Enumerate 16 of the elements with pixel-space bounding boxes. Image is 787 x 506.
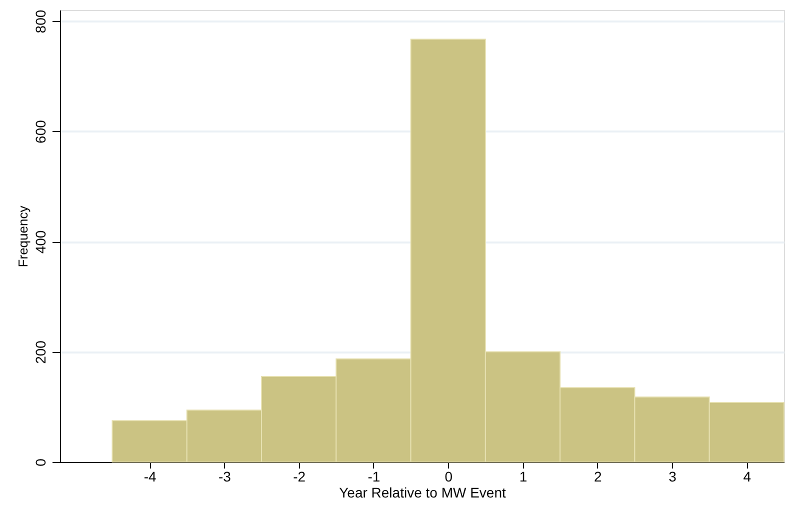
x-axis-title: Year Relative to MW Event xyxy=(339,484,506,500)
x-tick-label: 1 xyxy=(519,468,528,484)
x-tick-label: -1 xyxy=(368,468,380,484)
y-tick-label: 400 xyxy=(32,230,48,254)
x-tick-label: -4 xyxy=(144,468,157,484)
y-tick-label: 600 xyxy=(32,120,48,144)
y-tick-label: 800 xyxy=(32,10,48,34)
x-tick-label: 0 xyxy=(444,468,453,484)
x-tick-label: 3 xyxy=(668,468,677,484)
y-tick-label: 200 xyxy=(32,340,48,364)
x-tick-label: 2 xyxy=(594,468,602,484)
x-tick-label: -2 xyxy=(293,468,306,484)
y-tick-label: 0 xyxy=(32,458,48,466)
x-tick-label: 4 xyxy=(743,468,752,484)
x-tick-label: -3 xyxy=(218,468,232,484)
y-axis-title: Frequency xyxy=(16,205,30,268)
